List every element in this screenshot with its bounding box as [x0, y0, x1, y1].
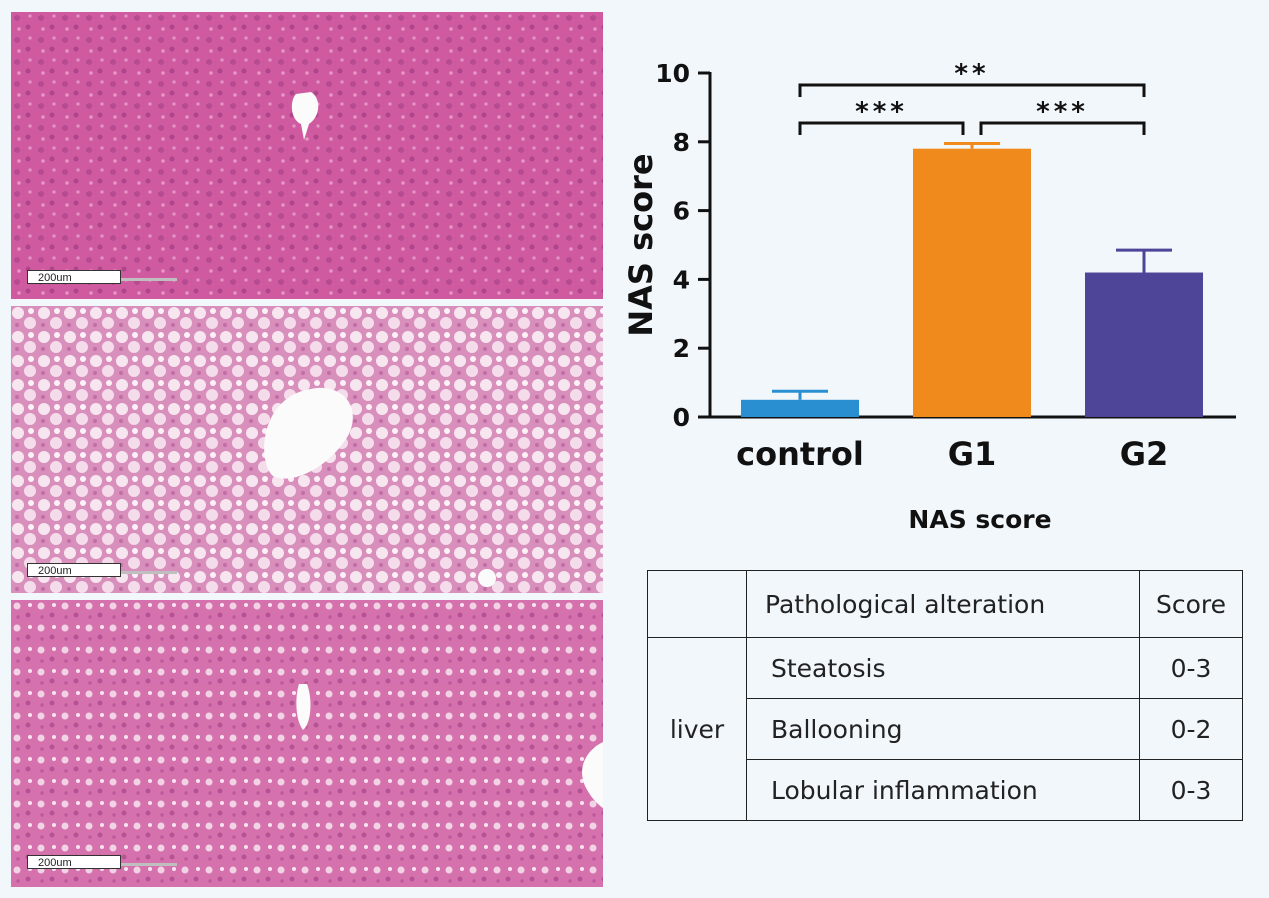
y-tick-label: 8	[673, 128, 690, 157]
alteration-cell: Ballooning	[746, 698, 1140, 760]
y-tick-label: 10	[655, 59, 690, 88]
bar-control	[741, 399, 859, 417]
organ-cell: liver	[647, 637, 747, 821]
y-tick-label: 6	[673, 197, 690, 226]
bar-G2	[1085, 272, 1203, 417]
score-cell: 0-3	[1139, 759, 1243, 821]
significance-label: ***	[1036, 97, 1089, 127]
table-row: liver Steatosis 0-3	[647, 637, 1243, 821]
score-cell: 0-2	[1139, 698, 1243, 760]
scale-bar-tail-control	[121, 278, 177, 281]
table-header-row: Pathological alteration Score	[647, 570, 1243, 638]
significance-label: ***	[855, 97, 908, 127]
scale-bar-control: 200um	[27, 270, 121, 284]
significance-brackets: ***** ***	[798, 59, 1146, 135]
scale-bar-tail-G1	[121, 571, 177, 574]
y-tick-label: 2	[673, 334, 690, 363]
significance-bracket	[798, 121, 965, 135]
significance-bracket	[798, 83, 1146, 97]
y-axis-label: NAS score	[622, 153, 660, 336]
y-tick-label: 0	[673, 403, 690, 432]
significance-bracket	[979, 121, 1146, 135]
micrograph-G1: 200um	[11, 306, 603, 593]
alteration-cell: Lobular inflammation	[746, 759, 1140, 821]
scale-bar-tail-G2	[121, 863, 177, 866]
table-row: Ballooning 0-2	[648, 698, 1243, 760]
micrograph-control: 200um	[11, 12, 603, 299]
micrograph-G2: 200um	[11, 600, 603, 887]
chart-bars	[741, 142, 1203, 417]
x-tick-label-G2: G2	[1120, 435, 1169, 473]
alteration-cell: Steatosis	[746, 637, 1140, 699]
chart-title: NAS score	[908, 505, 1052, 534]
header-cell-score: Score	[1139, 570, 1243, 638]
score-cell: 0-3	[1139, 637, 1243, 699]
header-cell-alteration: Pathological alteration	[746, 570, 1140, 638]
x-tick-label-G1: G1	[948, 435, 997, 473]
bar-G1	[913, 148, 1031, 417]
significance-label: **	[954, 59, 989, 89]
x-tick-label-control: control	[736, 435, 864, 473]
table-row: Lobular inflammation 0-3	[648, 759, 1243, 821]
tissue-image-G2	[11, 600, 603, 887]
tissue-image-control	[11, 12, 603, 299]
tissue-image-G1	[11, 306, 603, 593]
scale-bar-G1: 200um	[27, 563, 121, 577]
y-tick-label: 4	[673, 265, 690, 294]
scale-bar-G2: 200um	[27, 855, 121, 869]
nas-scoring-table: Pathological alteration Score liver Stea…	[647, 570, 1243, 821]
header-cell-organ	[647, 570, 747, 638]
